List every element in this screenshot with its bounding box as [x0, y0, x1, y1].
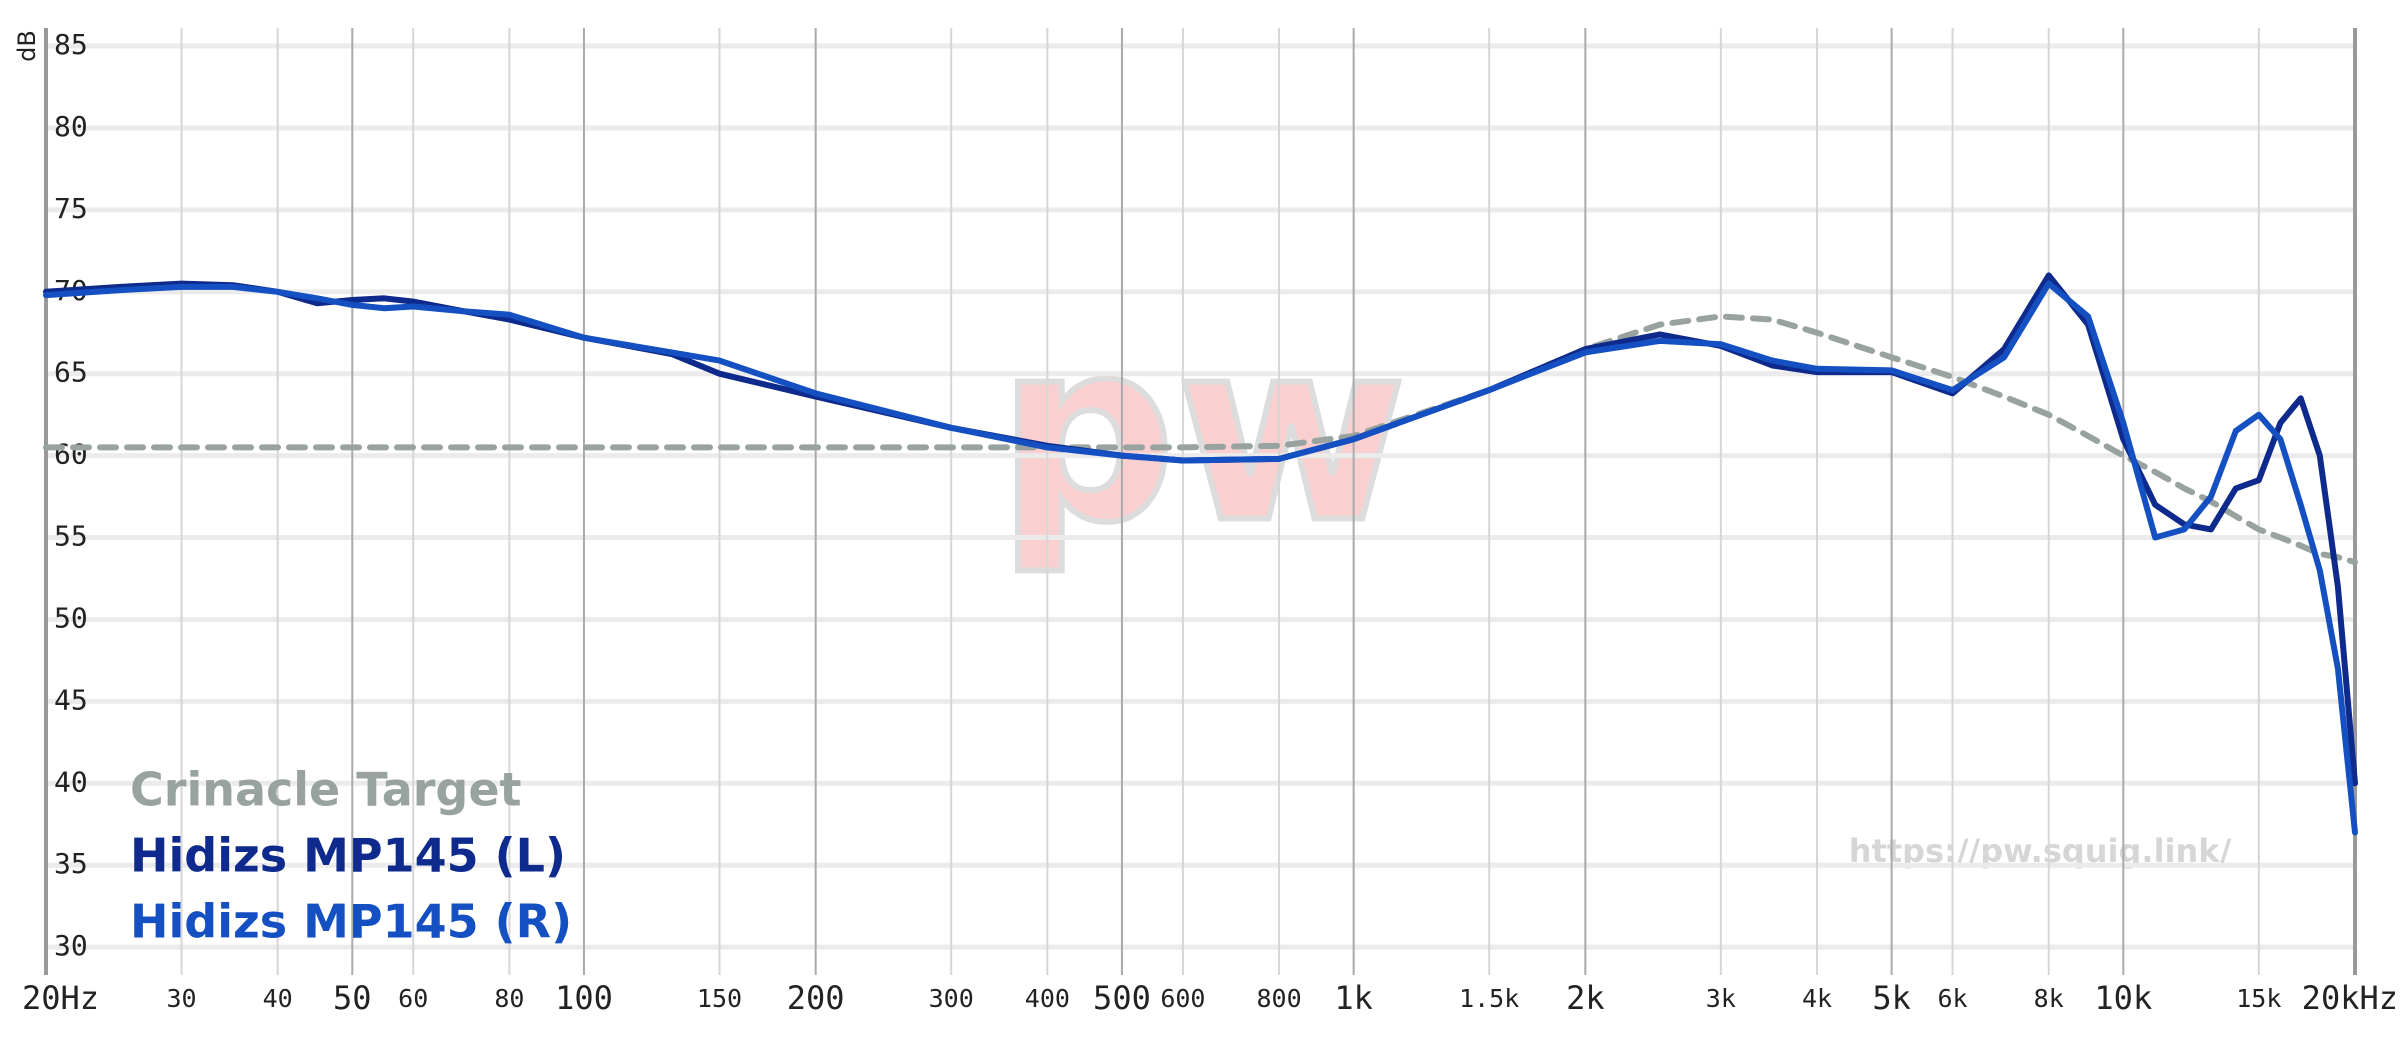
x-tick-label: 5k	[1872, 979, 1911, 1017]
x-tick-label: 1k	[1334, 979, 1373, 1017]
x-tick-label: 50	[333, 979, 372, 1017]
y-tick-label: 55	[54, 520, 88, 553]
x-tick-label: 8k	[2034, 984, 2064, 1013]
x-tick-label: 60	[398, 984, 428, 1013]
x-tick-label: 30	[166, 984, 196, 1013]
x-tick-label: 20Hz	[22, 979, 99, 1017]
legend-entry: Hidizs MP145 (L)	[130, 829, 566, 883]
y-tick-label: 35	[54, 847, 88, 880]
watermark-logo: pw	[997, 286, 1407, 577]
y-tick-label: 65	[54, 356, 88, 389]
y-tick-label: 50	[54, 601, 88, 634]
x-tick-label: 80	[494, 984, 524, 1013]
x-tick-label: 6k	[1938, 984, 1968, 1013]
x-tick-label: 4k	[1802, 984, 1832, 1013]
x-tick-label: 2k	[1566, 979, 1605, 1017]
x-tick-label: 100	[555, 979, 613, 1017]
x-tick-label: 40	[263, 984, 293, 1013]
y-tick-label: 60	[54, 438, 88, 471]
x-tick-label: 1.5k	[1459, 984, 1519, 1013]
x-tick-label: 200	[787, 979, 845, 1017]
series-line	[43, 313, 2358, 566]
y-tick-label: 45	[54, 683, 88, 716]
legend-entry: Hidizs MP145 (R)	[130, 895, 572, 949]
y-tick-label: 75	[54, 192, 88, 225]
y-tick-label: 80	[54, 110, 88, 143]
y-tick-label: 30	[54, 929, 88, 962]
x-tick-label: 20kHz	[2302, 979, 2398, 1017]
y-axis-label: dB	[13, 30, 41, 62]
x-tick-label: 15k	[2236, 984, 2281, 1013]
x-tick-label: 600	[1160, 984, 1205, 1013]
x-tick-label: 800	[1256, 984, 1301, 1013]
x-tick-label: 150	[697, 984, 742, 1013]
y-tick-label: 85	[54, 28, 88, 61]
series-line	[43, 280, 2358, 836]
y-tick-label: 40	[54, 765, 88, 798]
legend-entry: Crinacle Target	[130, 763, 522, 817]
x-tick-label: 300	[929, 984, 974, 1013]
x-tick-label: 10k	[2094, 979, 2152, 1017]
x-tick-label: 3k	[1706, 984, 1736, 1013]
x-tick-label: 500	[1093, 979, 1151, 1017]
x-tick-label: 400	[1025, 984, 1070, 1013]
